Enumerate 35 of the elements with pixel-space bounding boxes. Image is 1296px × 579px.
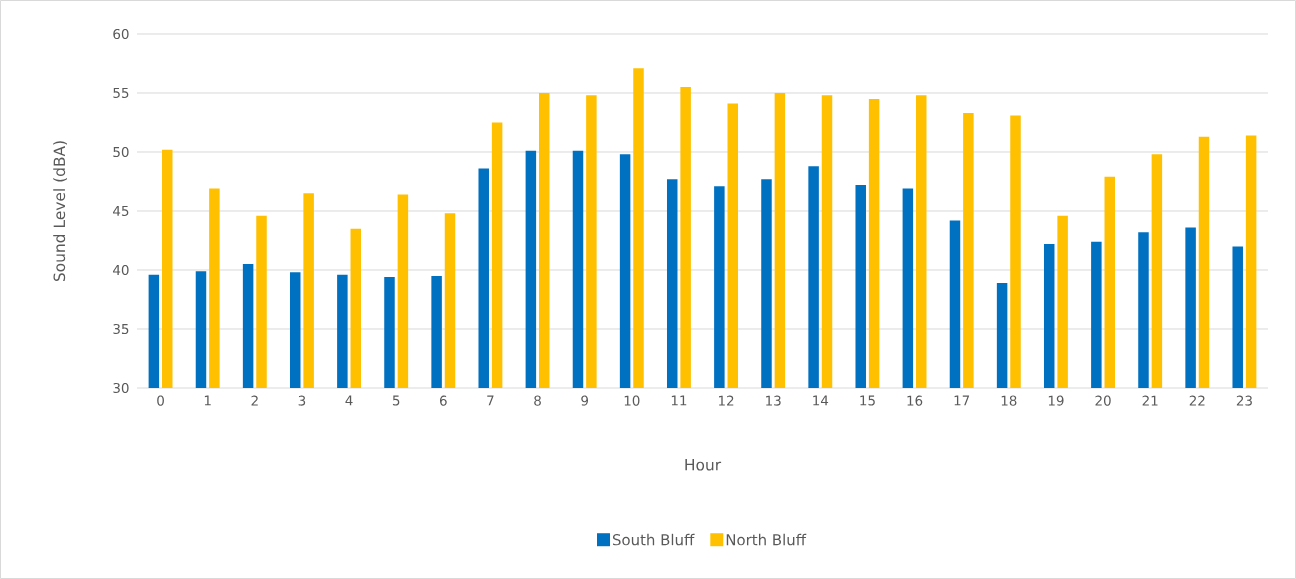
- y-tick-label: 35: [113, 323, 129, 335]
- y-tick-label: 40: [113, 264, 129, 276]
- x-tick-label: 3: [298, 395, 306, 406]
- x-tick-label: 7: [487, 395, 494, 406]
- x-tick-label: 5: [392, 395, 400, 406]
- x-tick-label: 2: [251, 395, 258, 406]
- x-tick-label: 11: [671, 395, 687, 406]
- x-tick-label: 1: [204, 395, 211, 406]
- x-tick-label: 19: [1048, 395, 1064, 406]
- x-tick-label: 9: [581, 395, 589, 406]
- x-tick-label: 20: [1095, 395, 1111, 406]
- y-tick-label: 60: [113, 28, 129, 40]
- x-tick-label: 10: [624, 395, 640, 406]
- legend-label: South Bluff: [612, 533, 695, 546]
- x-tick-label: 0: [157, 395, 164, 406]
- x-tick-label: 22: [1189, 395, 1205, 406]
- x-tick-label: 14: [813, 395, 829, 406]
- y-tick-label: 50: [113, 146, 129, 158]
- y-axis-title: Sound Level (dBA): [53, 141, 67, 282]
- x-tick-label: 17: [954, 395, 970, 406]
- y-tick-label: 55: [113, 87, 129, 98]
- legend-label: North Bluff: [726, 533, 807, 546]
- x-tick-label: 23: [1236, 395, 1252, 406]
- x-tick-label: 8: [534, 395, 541, 406]
- x-tick-label: 4: [345, 395, 353, 406]
- x-tick-label: 6: [439, 395, 447, 406]
- x-tick-label: 13: [766, 395, 781, 406]
- y-tick-label: 30: [113, 382, 129, 394]
- x-tick-label: 16: [907, 395, 923, 406]
- x-tick-label: 12: [718, 395, 734, 406]
- x-tick-label: 15: [860, 395, 875, 406]
- x-tick-label: 18: [1001, 395, 1017, 406]
- x-tick-label: 21: [1142, 395, 1158, 406]
- y-tick-label: 45: [113, 205, 129, 216]
- x-axis-title: Hour: [685, 459, 722, 471]
